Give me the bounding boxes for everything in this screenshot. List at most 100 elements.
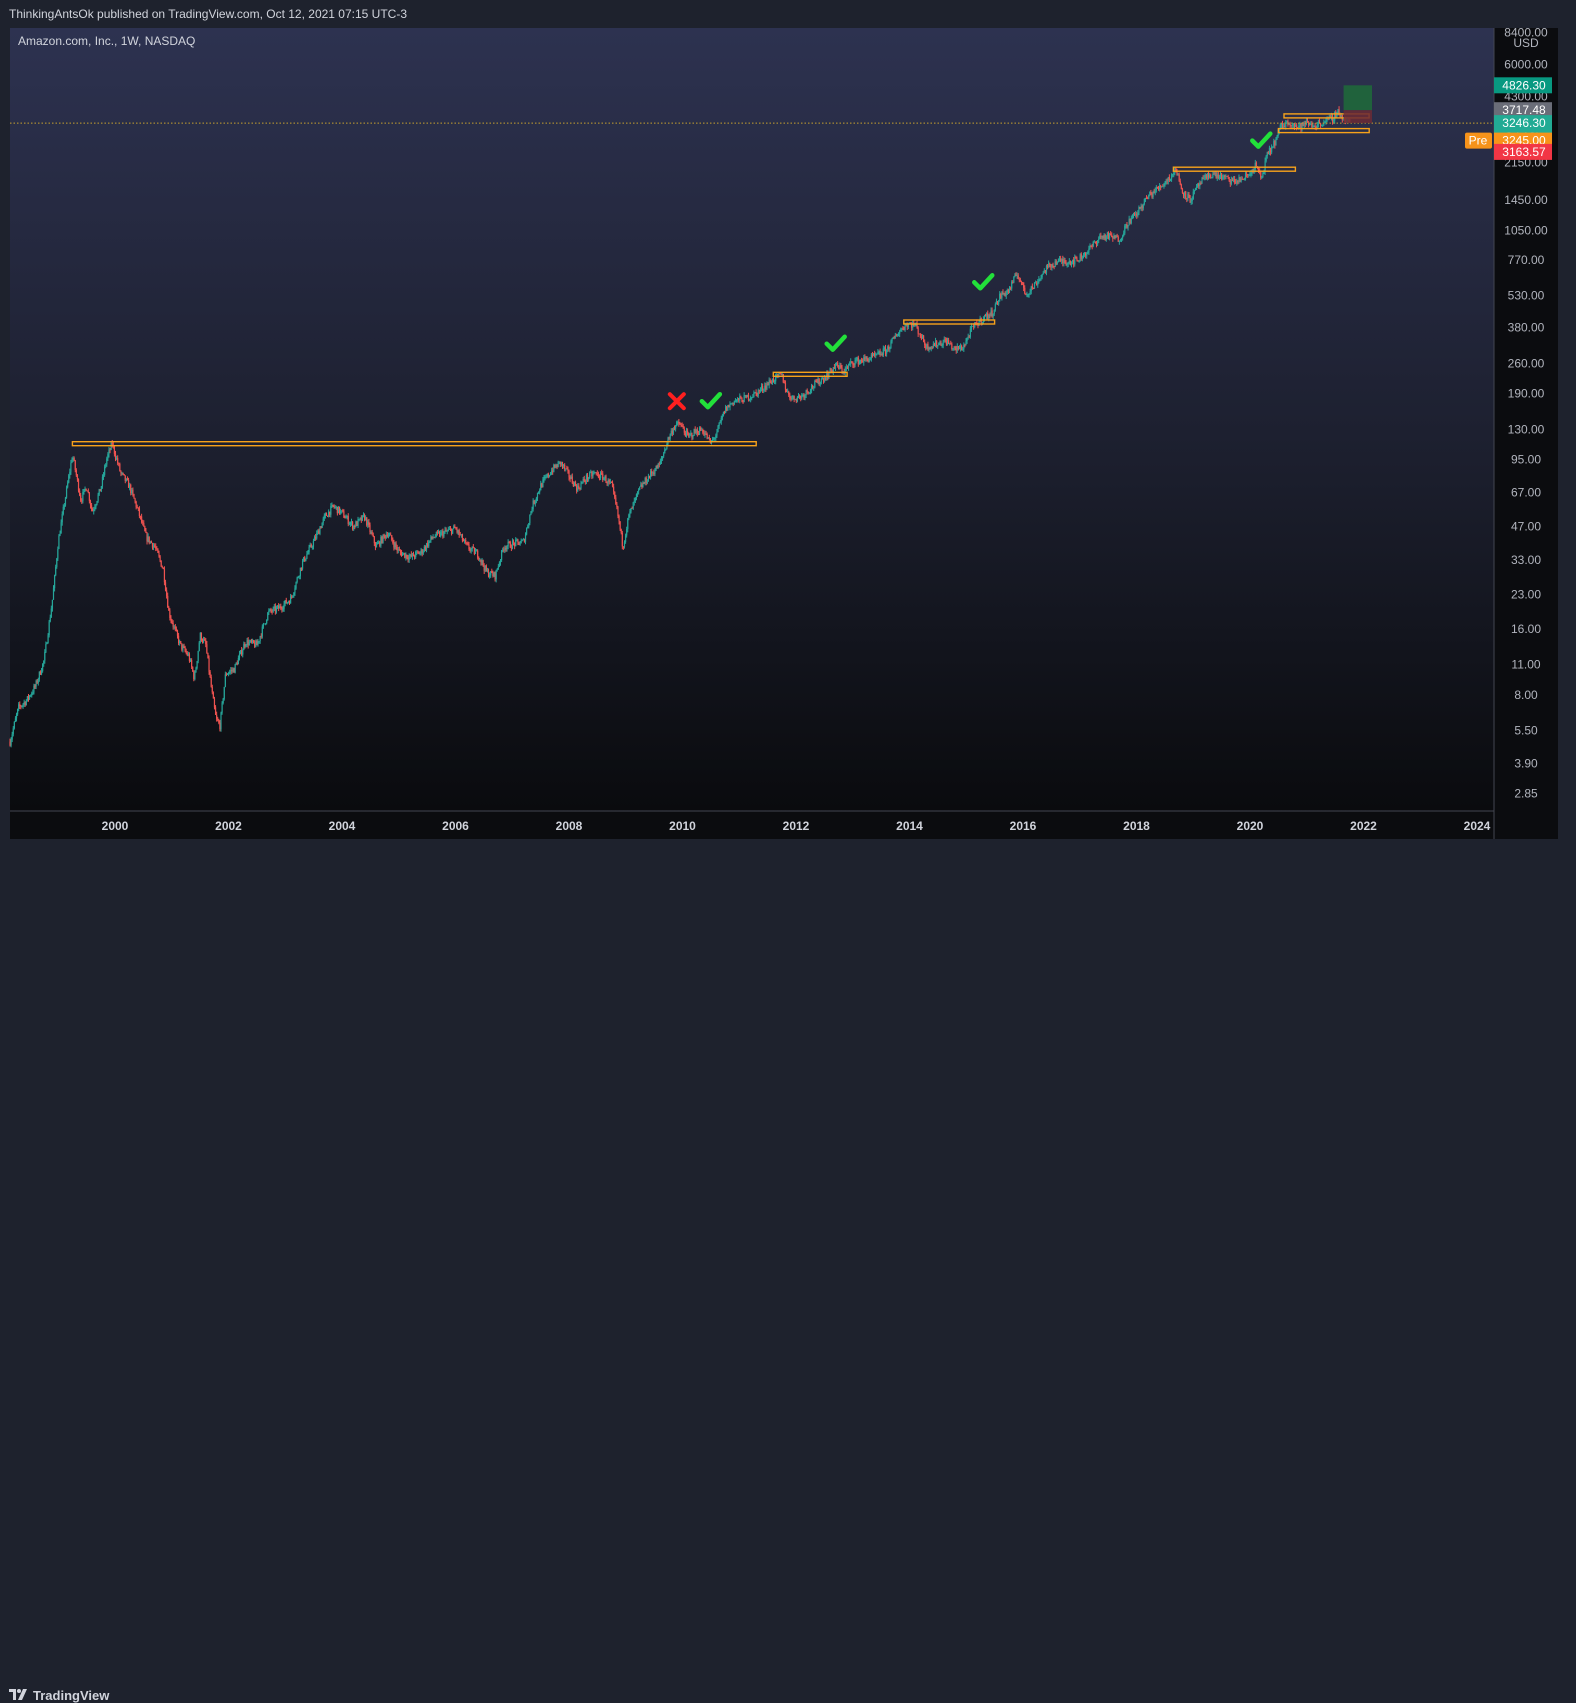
candle-body bbox=[729, 403, 731, 408]
candle-body bbox=[584, 481, 586, 482]
candle-body bbox=[751, 397, 753, 399]
candle-body bbox=[663, 453, 665, 457]
candle-body bbox=[683, 428, 685, 433]
candle-body bbox=[1050, 264, 1052, 268]
candle-body bbox=[139, 515, 142, 517]
candle-body bbox=[1254, 162, 1256, 170]
candle-body bbox=[235, 662, 237, 665]
candle-body bbox=[549, 474, 552, 476]
candle-body bbox=[1276, 135, 1278, 139]
price-chart[interactable]: 8400.006000.004300.003100.002150.001450.… bbox=[0, 0, 1576, 878]
candle-body bbox=[927, 344, 929, 350]
candle-body bbox=[95, 504, 97, 508]
candle-body bbox=[1240, 178, 1242, 182]
candle-body bbox=[1202, 178, 1204, 179]
candle-body bbox=[1106, 232, 1108, 236]
candle-body bbox=[1086, 252, 1088, 256]
candle-body bbox=[278, 605, 280, 609]
candle-body bbox=[1123, 233, 1125, 237]
candle-body bbox=[405, 554, 407, 558]
candle-body bbox=[145, 531, 147, 533]
candle-body bbox=[1239, 177, 1241, 182]
candle-body bbox=[1053, 266, 1055, 268]
footer: TradingView bbox=[0, 839, 1576, 1703]
candle-body bbox=[1215, 172, 1217, 178]
candle-body bbox=[895, 335, 897, 337]
candle-body bbox=[901, 328, 903, 330]
level-resistance-2000[interactable] bbox=[71, 441, 757, 447]
candle-body bbox=[697, 433, 700, 435]
candle-body bbox=[792, 395, 794, 398]
candle-body bbox=[1078, 261, 1080, 263]
candle-body bbox=[355, 521, 357, 528]
candle-body bbox=[180, 641, 182, 644]
candle-body bbox=[529, 514, 531, 524]
y-tick-label: 1050.00 bbox=[1504, 224, 1548, 238]
candle-body bbox=[504, 547, 506, 550]
candle-body bbox=[746, 395, 748, 398]
candle-body bbox=[246, 640, 248, 646]
candle-body bbox=[1151, 193, 1153, 197]
candle-body bbox=[464, 540, 466, 542]
candle-body bbox=[373, 536, 375, 544]
candle-body bbox=[1338, 109, 1340, 115]
candle-body bbox=[1005, 292, 1007, 296]
candle-body bbox=[251, 640, 254, 643]
candle-body bbox=[714, 438, 716, 439]
level-resistance-2011[interactable] bbox=[772, 371, 848, 377]
candle-body bbox=[888, 346, 890, 350]
candle-body bbox=[1025, 293, 1027, 295]
candle-body bbox=[1105, 235, 1107, 240]
candle-body bbox=[114, 453, 117, 459]
candle-body bbox=[870, 354, 872, 359]
candle-body bbox=[1204, 175, 1206, 178]
candle-body bbox=[509, 542, 511, 548]
candle-body bbox=[1260, 172, 1262, 178]
target-zone[interactable] bbox=[1343, 85, 1372, 111]
candle-body bbox=[617, 506, 619, 516]
candle-body bbox=[359, 517, 361, 519]
candle-body bbox=[853, 364, 855, 366]
candle-body bbox=[24, 702, 26, 705]
candle-body bbox=[208, 658, 210, 672]
candle-body bbox=[98, 489, 100, 495]
candle-body bbox=[1055, 261, 1057, 265]
candle-body bbox=[992, 313, 994, 317]
candle-body bbox=[241, 650, 243, 655]
candle-body bbox=[1284, 126, 1286, 128]
candle-body bbox=[45, 644, 47, 653]
candle-body bbox=[295, 582, 297, 589]
candle-body bbox=[838, 365, 840, 370]
candle-body bbox=[1203, 177, 1205, 179]
candle-body bbox=[456, 528, 458, 532]
candle-body bbox=[183, 646, 185, 648]
candle-body bbox=[490, 571, 492, 576]
candle-body bbox=[188, 654, 191, 661]
candle-body bbox=[458, 530, 460, 535]
stop-price-label: 3163.57 bbox=[1502, 145, 1546, 159]
level-support-2020[interactable] bbox=[1277, 127, 1370, 134]
candle-body bbox=[840, 365, 842, 368]
candle-body bbox=[626, 528, 628, 536]
candle-body bbox=[340, 510, 342, 514]
candle-body bbox=[990, 310, 992, 315]
candle-body bbox=[375, 544, 378, 548]
candle-body bbox=[261, 626, 263, 637]
level-resistance-2018[interactable] bbox=[1172, 166, 1297, 172]
candle-body bbox=[424, 546, 427, 550]
candle-body bbox=[1219, 173, 1222, 177]
candle-body bbox=[595, 472, 597, 474]
candle-body bbox=[1132, 213, 1135, 216]
candle-body bbox=[732, 402, 734, 405]
candle-body bbox=[967, 336, 969, 338]
candle-body bbox=[363, 515, 366, 520]
candle-body bbox=[904, 325, 906, 330]
candle-body bbox=[174, 626, 176, 629]
candle-body bbox=[667, 437, 669, 444]
candle-body bbox=[1330, 115, 1333, 118]
candle-body bbox=[871, 354, 874, 356]
y-tick-label: 95.00 bbox=[1511, 452, 1541, 466]
candle-body bbox=[1098, 238, 1100, 241]
stop-zone[interactable] bbox=[1343, 110, 1372, 124]
level-resistance-2014[interactable] bbox=[903, 319, 996, 325]
